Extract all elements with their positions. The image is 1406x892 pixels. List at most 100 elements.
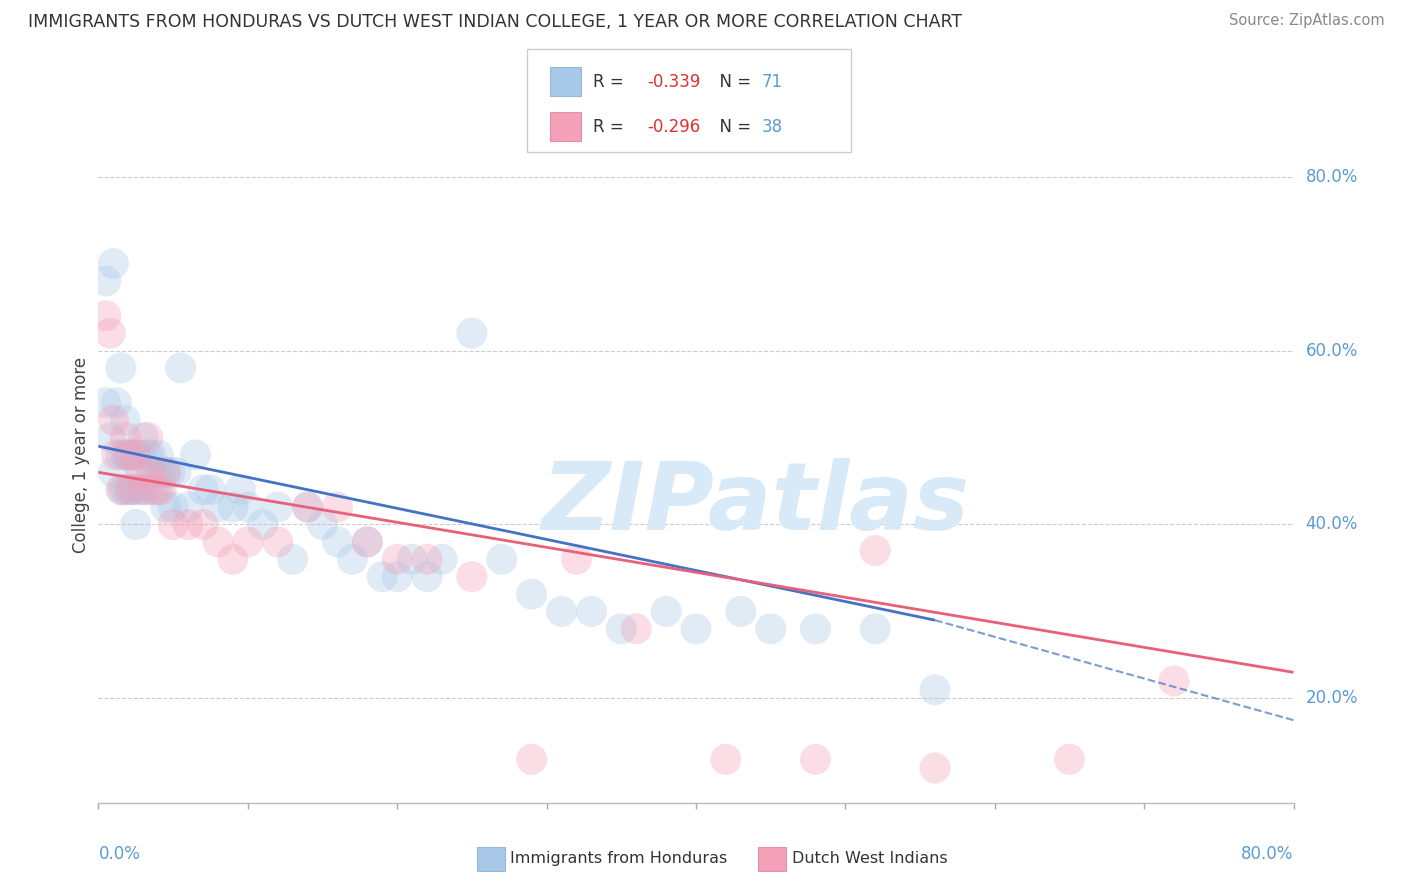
Point [125, 448, 148, 462]
Point [117, 448, 139, 462]
Point [581, 605, 603, 619]
Point [143, 466, 166, 480]
Point [120, 483, 142, 497]
Point [150, 466, 173, 480]
Point [520, 752, 543, 766]
Point [236, 500, 259, 514]
Point [103, 257, 125, 271]
Point [177, 517, 200, 532]
Point [191, 517, 214, 532]
Point [103, 466, 125, 480]
Point [136, 430, 159, 444]
Point [1059, 752, 1081, 766]
Point [155, 466, 177, 480]
Point [326, 534, 349, 549]
Point [150, 483, 173, 497]
Point [1163, 674, 1185, 689]
Point [252, 517, 274, 532]
Text: 71: 71 [762, 72, 783, 91]
Point [759, 622, 782, 636]
Point [281, 552, 304, 566]
Point [461, 326, 484, 340]
Point [105, 448, 128, 462]
Point [184, 448, 207, 462]
Point [401, 552, 423, 566]
Point [326, 500, 349, 514]
Point [136, 448, 159, 462]
Text: R =: R = [593, 118, 630, 136]
Point [94, 274, 117, 288]
Point [550, 605, 572, 619]
Point [125, 483, 148, 497]
Point [207, 534, 229, 549]
Point [110, 448, 132, 462]
Point [111, 483, 134, 497]
Text: 80.0%: 80.0% [1241, 845, 1294, 863]
Point [267, 500, 290, 514]
Point [155, 466, 177, 480]
Point [139, 448, 162, 462]
Point [207, 500, 229, 514]
Point [430, 552, 453, 566]
Point [385, 552, 409, 566]
Point [356, 534, 378, 549]
Point [267, 534, 290, 549]
Point [222, 552, 245, 566]
Point [311, 517, 333, 532]
Point [148, 448, 170, 462]
Point [139, 466, 162, 480]
Point [416, 552, 439, 566]
Point [114, 430, 136, 444]
Point [125, 517, 148, 532]
Text: IMMIGRANTS FROM HONDURAS VS DUTCH WEST INDIAN COLLEGE, 1 YEAR OR MORE CORRELATIO: IMMIGRANTS FROM HONDURAS VS DUTCH WEST I… [28, 13, 962, 31]
Text: Immigrants from Honduras: Immigrants from Honduras [510, 852, 728, 866]
Point [297, 500, 319, 514]
Point [491, 552, 513, 566]
Point [385, 570, 409, 584]
Point [139, 483, 162, 497]
Point [132, 430, 155, 444]
Point [114, 413, 136, 427]
Y-axis label: College, 1 year or more: College, 1 year or more [72, 357, 90, 553]
Point [159, 466, 181, 480]
Text: 38: 38 [762, 118, 783, 136]
Point [565, 552, 588, 566]
Point [342, 552, 364, 566]
Point [120, 483, 142, 497]
Point [229, 483, 252, 497]
Text: 60.0%: 60.0% [1305, 342, 1358, 359]
Point [135, 483, 157, 497]
Point [129, 466, 152, 480]
Point [132, 466, 155, 480]
Point [371, 570, 394, 584]
Text: ZIPatlas: ZIPatlas [541, 458, 970, 549]
Point [105, 395, 128, 409]
Point [155, 500, 177, 514]
Point [200, 483, 222, 497]
Point [655, 605, 678, 619]
Point [297, 500, 319, 514]
Point [222, 500, 245, 514]
Point [129, 448, 152, 462]
Point [804, 622, 827, 636]
Point [117, 448, 139, 462]
Point [98, 430, 122, 444]
Point [94, 395, 117, 409]
Point [624, 622, 647, 636]
Text: R =: R = [593, 72, 630, 91]
Point [148, 483, 170, 497]
Text: N =: N = [709, 118, 756, 136]
Point [98, 326, 122, 340]
Point [865, 622, 887, 636]
Text: N =: N = [709, 72, 756, 91]
Point [169, 361, 191, 376]
Point [103, 413, 125, 427]
Text: 40.0%: 40.0% [1305, 516, 1358, 533]
Text: -0.296: -0.296 [647, 118, 700, 136]
Text: 80.0%: 80.0% [1305, 168, 1358, 186]
Text: Source: ZipAtlas.com: Source: ZipAtlas.com [1229, 13, 1385, 29]
Point [120, 448, 142, 462]
Point [162, 500, 184, 514]
Point [114, 448, 136, 462]
Point [685, 622, 707, 636]
